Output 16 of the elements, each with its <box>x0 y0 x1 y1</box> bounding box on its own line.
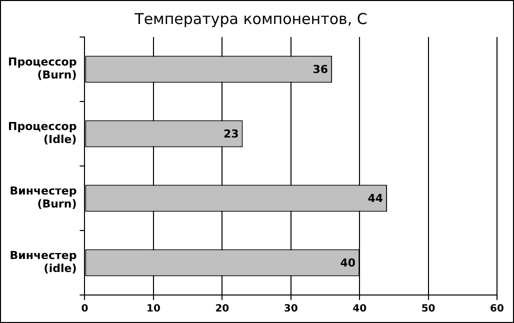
chart-title: Температура компонентов, С <box>134 10 368 28</box>
data-label: 36 <box>312 63 328 76</box>
data-label: 44 <box>368 192 384 206</box>
y-tick-label: Винчестер (Burn) <box>10 184 77 211</box>
data-label: 23 <box>223 128 239 141</box>
y-tick-label: Процессор (Burn) <box>8 56 77 82</box>
x-tick-label: 50 <box>421 304 436 315</box>
x-tick-label: 30 <box>284 304 298 315</box>
x-tick-label: 20 <box>215 304 230 315</box>
data-label: 40 <box>340 256 356 270</box>
y-tick-label: Процессор (Idle) <box>8 120 77 146</box>
x-tick-label: 60 <box>490 304 504 315</box>
y-tick-label: Винчестер (idle) <box>10 249 77 276</box>
x-tick-label: 40 <box>352 304 367 315</box>
x-tick-label: 0 <box>81 304 88 315</box>
x-tick-label: 10 <box>146 304 160 315</box>
